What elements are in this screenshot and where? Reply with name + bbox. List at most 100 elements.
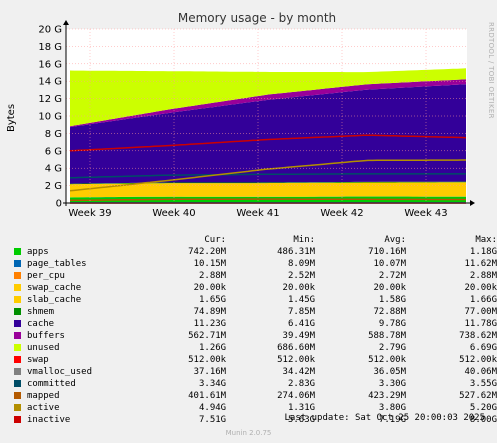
legend-name-cell: mapped — [12, 390, 139, 402]
y-tick-label: 2 G — [45, 181, 62, 192]
legend-swatch — [14, 355, 21, 363]
memory-chart: Memory usage - by month Bytes 0 2 G 4 G 6 G… — [6, 11, 475, 219]
x-axis-arrow — [470, 200, 475, 206]
last-update: Last update: Sat Oct 25 20:00:03 2025 — [284, 413, 485, 423]
legend-avg: 36.05M — [373, 367, 407, 377]
legend-avg: 2.79G — [378, 343, 407, 353]
legend-max: 11.62M — [464, 259, 497, 269]
legend-name-cell: shmem — [12, 306, 139, 318]
legend-label: unused — [27, 343, 60, 353]
legend-swatch — [14, 283, 21, 291]
legend-avg: 9.78G — [378, 319, 407, 329]
legend-cur: 2.88M — [198, 271, 227, 281]
legend-cur: 20.00k — [193, 283, 227, 293]
y-tick-label: 20 G — [38, 25, 62, 36]
legend-avg: 1.58G — [378, 295, 407, 305]
legend-cur: 37.16M — [193, 367, 227, 377]
legend-min: 8.09M — [287, 259, 316, 269]
area-cache — [70, 84, 466, 184]
legend-label: inactive — [27, 415, 71, 425]
line-committed — [69, 173, 466, 179]
legend-name-cell: page_tables — [12, 258, 139, 270]
x-tick-label: Week 39 — [68, 208, 111, 219]
chart-title: Memory usage - by month — [178, 11, 336, 25]
legend-row: unused 1.26G 686.60M 2.79G 6.69G — [12, 342, 497, 354]
legend-max: 8.00G — [469, 415, 497, 425]
y-tick-label: 16 G — [38, 59, 62, 70]
legend-avg: 10.07M — [373, 259, 407, 269]
area-per-cpu — [70, 196, 466, 198]
legend-min: 1.31G — [287, 403, 316, 413]
legend-max: 6.69G — [469, 343, 497, 353]
legend-cur: 11.23G — [193, 319, 227, 329]
legend-row: page_tables 10.15M 8.09M 10.07M 11.62M — [12, 258, 497, 270]
legend-max: 738.62M — [459, 331, 497, 341]
legend-max: 11.78G — [464, 319, 497, 329]
legend-name-cell: buffers — [12, 330, 139, 342]
legend-label: buffers — [27, 331, 65, 341]
legend-max: 1.66G — [469, 295, 497, 305]
legend-row: slab_cache 1.65G 1.45G 1.58G 1.66G — [12, 294, 497, 306]
legend-swatch — [14, 403, 21, 411]
x-tick-label: Week 41 — [236, 208, 279, 219]
legend-header-row: Cur: Min: Avg: Max: — [12, 234, 497, 246]
legend-cur: 74.89M — [193, 307, 227, 317]
legend-min: 5.63G — [287, 415, 316, 425]
legend-cur: 1.65G — [198, 295, 227, 305]
legend-name-cell: inactive — [12, 414, 139, 426]
legend-label: shmem — [27, 307, 55, 317]
legend-min: 1.45G — [287, 295, 316, 305]
legend-cur: 10.15M — [193, 259, 227, 269]
legend-cur: 512.00k — [188, 355, 227, 365]
area-shmem — [70, 181, 466, 185]
y-tick-label: 10 G — [38, 112, 62, 123]
legend-swatch — [14, 319, 21, 327]
legend-swatch — [14, 391, 21, 399]
legend-table: Cur: Min: Avg: Max: apps 742.20M 486.31M 71… — [12, 234, 497, 426]
legend-row: vmalloc_used 37.16M 34.42M 36.05M 40.06M — [12, 366, 497, 378]
legend-row: apps 742.20M 486.31M 710.16M 1.18G — [12, 246, 497, 258]
legend-label: apps — [27, 247, 49, 257]
legend-cur: 3.34G — [198, 379, 227, 389]
x-tick-label: Week 43 — [404, 208, 447, 219]
area-unused — [70, 68, 466, 127]
legend-swatch — [14, 379, 21, 387]
legend-avg: 512.00k — [368, 355, 407, 365]
legend-max: 5.20G — [469, 403, 497, 413]
y-tick-label: 0 — [56, 199, 62, 210]
legend-name-cell: cache — [12, 318, 139, 330]
legend-max: 20.00k — [464, 283, 497, 293]
legend-header-min: Min: — [293, 235, 316, 245]
legend-max: 1.18G — [469, 247, 497, 257]
legend-row: committed 3.34G 2.83G 3.30G 3.55G — [12, 378, 497, 390]
legend-name-cell: per_cpu — [12, 270, 139, 282]
legend-min: 7.85M — [287, 307, 316, 317]
legend-swatch — [14, 259, 21, 267]
rrdtool-credit: RRDTOOL / TOBI OETIKER — [487, 22, 495, 119]
legend-min: 686.60M — [277, 343, 316, 353]
legend-label: committed — [27, 379, 76, 389]
area-slab-cache — [70, 182, 466, 198]
y-axis-arrow — [63, 20, 69, 25]
legend-swatch — [14, 343, 21, 351]
legend-cur: 562.71M — [188, 331, 227, 341]
legend-row: buffers 562.71M 39.49M 588.78M 738.62M — [12, 330, 497, 342]
line-inactive — [69, 134, 467, 152]
legend-avg: 588.78M — [368, 331, 407, 341]
legend-row: inactive 7.51G 5.63G 7.19G 8.00G — [12, 414, 497, 426]
legend-name-cell: active — [12, 402, 139, 414]
legend-min: 512.00k — [277, 355, 316, 365]
legend-header-max: Max: — [475, 235, 497, 245]
y-tick-label: 8 G — [45, 129, 62, 140]
line-mapped — [69, 198, 466, 202]
legend-row: swap_cache 20.00k 20.00k 20.00k 20.00k — [12, 282, 497, 294]
y-axis-label: Bytes — [6, 104, 17, 132]
legend-swatch — [14, 331, 21, 339]
legend-label: per_cpu — [27, 271, 65, 281]
legend-header-avg: Avg: — [384, 235, 407, 245]
area-buffers — [70, 79, 466, 128]
legend-row: shmem 74.89M 7.85M 72.88M 77.00M — [12, 306, 497, 318]
legend-max: 2.88M — [469, 271, 497, 281]
y-tick-label: 14 G — [38, 77, 62, 88]
legend-swatch — [14, 271, 21, 279]
